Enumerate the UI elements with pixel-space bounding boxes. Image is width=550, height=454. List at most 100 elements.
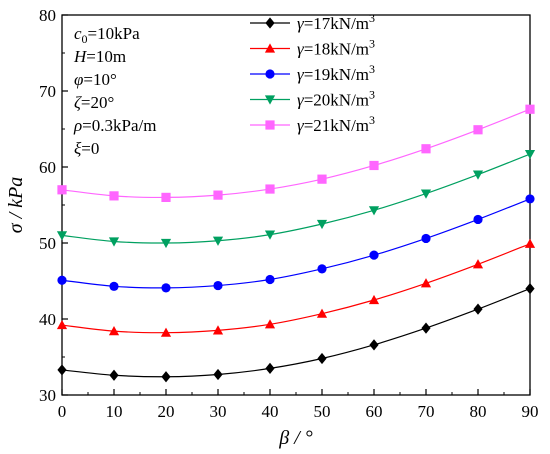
data-point (473, 125, 483, 135)
data-point (161, 371, 171, 383)
data-point (265, 274, 275, 285)
data-point (212, 325, 224, 335)
data-point (57, 364, 67, 376)
parameter-text: ρ=0.3kPa/m (73, 116, 156, 135)
data-point (420, 189, 432, 199)
legend-marker (265, 120, 275, 130)
x-tick-label: 10 (106, 402, 123, 421)
data-point (368, 206, 380, 216)
legend-marker (265, 17, 275, 29)
data-point (265, 184, 275, 194)
data-point (161, 192, 171, 202)
data-point (525, 194, 535, 204)
data-point (160, 238, 172, 249)
legend-entry: γ=20kN/m3 (250, 88, 375, 110)
y-tick-label: 40 (39, 310, 56, 329)
series-1 (56, 238, 536, 337)
data-point (57, 185, 67, 195)
legend-marker (264, 95, 276, 105)
parameter-text: ξ=0 (74, 139, 99, 158)
legend-label: γ=20kN/m3 (297, 88, 375, 110)
data-point (265, 362, 275, 374)
legend-label: γ=19kN/m3 (297, 62, 375, 84)
series-3 (56, 149, 536, 249)
data-point (473, 303, 483, 315)
data-point (57, 275, 67, 285)
y-axis-label: σ / kPa (5, 177, 27, 234)
data-point (108, 326, 120, 336)
x-tick-label: 60 (366, 402, 383, 421)
y-tick-label: 70 (39, 82, 56, 101)
legend-entry: γ=21kN/m3 (250, 113, 375, 135)
data-point (109, 369, 119, 381)
legend-entry: γ=17kN/m3 (250, 11, 375, 33)
y-tick-label: 30 (39, 386, 56, 405)
parameter-text: ζ=20° (74, 93, 114, 112)
legend-label: γ=17kN/m3 (297, 11, 375, 33)
series-2 (57, 194, 535, 293)
series-line (61, 243, 531, 334)
data-point (213, 368, 223, 381)
data-point (316, 308, 328, 318)
data-point (421, 233, 431, 244)
data-point (264, 319, 276, 329)
data-point (421, 144, 431, 154)
legend-entry: γ=19kN/m3 (250, 62, 375, 84)
x-tick-label: 40 (262, 402, 279, 421)
y-tick-label: 60 (39, 158, 56, 177)
series-0 (57, 283, 535, 383)
series-line (61, 108, 531, 199)
x-tick-label: 20 (158, 402, 175, 421)
legend: γ=17kN/m3 γ=18kN/m3 γ=19kN/m3 γ=20kN/m3 γ=21… (250, 11, 375, 135)
legend-marker (264, 43, 276, 53)
parameter-text: H=10m (73, 47, 126, 66)
data-point (160, 327, 172, 337)
parameter-text: φ=10° (74, 70, 117, 89)
data-point (317, 352, 327, 365)
data-point (472, 170, 484, 180)
data-point (525, 283, 535, 295)
data-point (317, 174, 327, 184)
x-tick-label: 30 (210, 402, 227, 421)
data-point (161, 283, 171, 293)
data-point (212, 236, 224, 246)
legend-label: γ=18kN/m3 (297, 37, 375, 59)
axis-tick-labels: 0 10 20 30 40 50 60 70 80 90 30 40 50 60 70 80 (39, 6, 539, 421)
x-tick-label: 0 (58, 402, 67, 421)
data-point (368, 294, 380, 305)
x-tick-label: 50 (314, 402, 331, 421)
data-point (56, 231, 68, 241)
data-point (369, 160, 379, 171)
data-point (316, 219, 328, 230)
data-point (369, 250, 379, 260)
series-line (61, 198, 531, 289)
data-point (524, 238, 536, 248)
series-layer (56, 104, 536, 383)
data-point (56, 319, 68, 330)
data-point (213, 280, 223, 291)
data-point (473, 214, 483, 225)
data-point (109, 191, 119, 201)
axis-ticks (61, 14, 531, 396)
data-point (213, 190, 223, 200)
series-line (61, 288, 531, 378)
legend-label: γ=21kN/m3 (297, 113, 375, 135)
legend-entry: γ=18kN/m3 (250, 37, 375, 59)
y-tick-label: 80 (39, 6, 56, 25)
x-tick-label: 70 (418, 402, 435, 421)
x-axis-label: β / ° (278, 427, 313, 449)
data-point (109, 281, 119, 291)
data-point (108, 237, 120, 247)
data-point (525, 104, 535, 114)
x-tick-label: 80 (470, 402, 487, 421)
parameter-text: c0=10kPa (74, 24, 140, 46)
x-tick-label: 90 (522, 402, 539, 421)
data-point (421, 322, 431, 334)
data-point (264, 230, 276, 240)
plot-frame (61, 14, 531, 396)
data-point (420, 278, 432, 288)
series-4 (57, 104, 535, 202)
data-point (317, 264, 327, 274)
